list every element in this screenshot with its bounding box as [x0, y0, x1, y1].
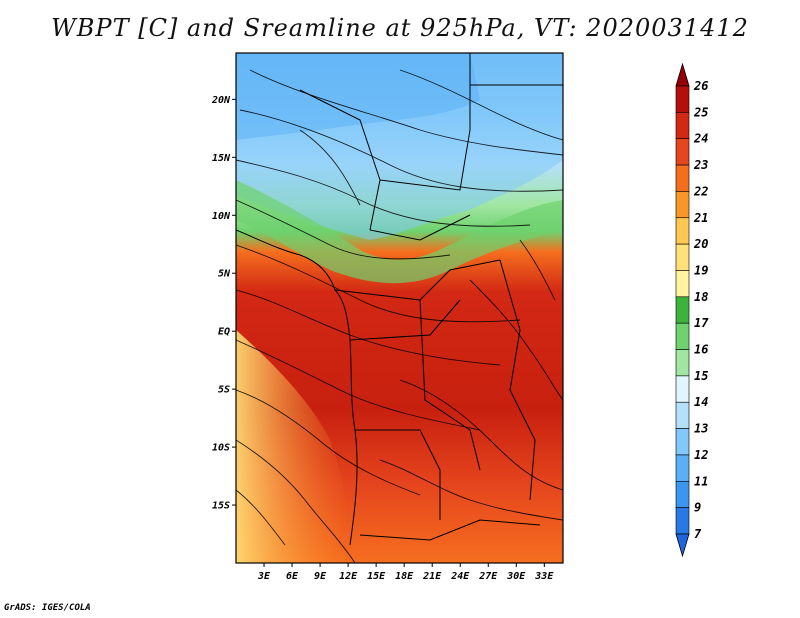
cold-air-core	[236, 53, 480, 140]
colorbar-level-label: 9	[694, 501, 701, 515]
lat-tick-label: 10N	[212, 211, 231, 222]
grads-credit: GrADS: IGES/COLA	[4, 603, 91, 613]
colorbar-segment	[675, 191, 690, 219]
map-frame	[235, 52, 564, 564]
lat-tick-label: 5N	[218, 269, 231, 280]
colorbar-segment	[675, 164, 690, 192]
latitude-axis: 20N 15N 10N 5N EQ 5S 10S 15S	[211, 95, 236, 512]
lon-tick-label: 30E	[506, 571, 526, 582]
lon-tick-label: 27E	[478, 571, 498, 582]
lon-tick-label: 21E	[422, 571, 442, 582]
colorbar-bottom-arrow	[675, 533, 690, 558]
colorbar-level-label: 25	[693, 105, 708, 119]
colorbar-segment	[675, 322, 690, 350]
lat-tick-label: 20N	[211, 95, 231, 106]
colorbar-level-label: 24	[693, 132, 708, 146]
lon-tick-label: 15E	[367, 571, 386, 582]
map-field	[236, 53, 563, 563]
colorbar-level-label: 17	[694, 316, 709, 330]
colorbar-segment	[675, 375, 690, 403]
chart-title: WBPT [C] and Sreamline at 925hPa, VT: 20…	[51, 14, 749, 42]
colorbar-segment	[675, 401, 690, 429]
colorbar-segment	[675, 243, 690, 271]
lat-tick-label: 10S	[212, 443, 230, 454]
lat-tick-label: 5S	[218, 385, 230, 396]
colorbar-level-label: 23	[693, 158, 708, 172]
lat-tick-label: EQ	[218, 327, 230, 338]
transition-band	[236, 180, 563, 284]
streamlines	[236, 69, 563, 563]
lon-tick-label: 9E	[314, 571, 327, 582]
longitude-axis: 3E 6E 9E 12E 15E 18E 21E 24E 27E 30E 33E	[257, 563, 554, 582]
cool-coastal-region	[236, 330, 350, 563]
lat-tick-label: 15S	[212, 501, 230, 512]
colorbar-segment	[675, 480, 690, 508]
colorbar-top-arrow	[675, 62, 690, 87]
colorbar-level-label: 7	[694, 527, 702, 541]
colorbar-level-label: 13	[694, 422, 708, 436]
lon-tick-label: 33E	[534, 571, 554, 582]
lon-tick-label: 18E	[395, 571, 414, 582]
inset-box	[469, 53, 563, 86]
lon-tick-label: 24E	[450, 571, 470, 582]
colorbar-segment	[675, 112, 690, 140]
colorbar-level-label: 11	[694, 474, 708, 488]
colorbar-segment	[675, 217, 690, 245]
lat-tick-label: 15N	[212, 153, 231, 164]
colorbar-level-label: 21	[693, 211, 708, 225]
lon-tick-label: 3E	[257, 571, 271, 582]
colorbar-segment	[675, 296, 690, 324]
colorbar-segment	[675, 85, 690, 113]
colorbar-level-label: 19	[694, 263, 708, 277]
colorbar-segment	[675, 138, 690, 166]
colorbar-level-label: 14	[694, 395, 708, 409]
colorbar-segment	[675, 349, 690, 377]
colorbar-level-label: 15	[694, 369, 708, 383]
colorbar-level-label: 20	[693, 237, 708, 251]
colorbar-level-label: 12	[694, 448, 708, 462]
colorbar-segment	[675, 428, 690, 456]
colorbar-level-label: 26	[693, 79, 708, 93]
colorbar-level-label: 16	[694, 343, 708, 357]
colorbar-segment	[675, 270, 690, 298]
colorbar-level-label: 22	[693, 184, 708, 198]
colorbar: 7 9 11 12 13 14 15 16 17 18 19 20 21 22 23 24 25 26	[675, 62, 709, 558]
colorbar-segment	[675, 454, 690, 482]
colorbar-level-label: 18	[694, 290, 708, 304]
colorbar-segment	[675, 507, 690, 535]
lon-tick-label: 12E	[339, 571, 358, 582]
lon-tick-label: 6E	[286, 571, 299, 582]
